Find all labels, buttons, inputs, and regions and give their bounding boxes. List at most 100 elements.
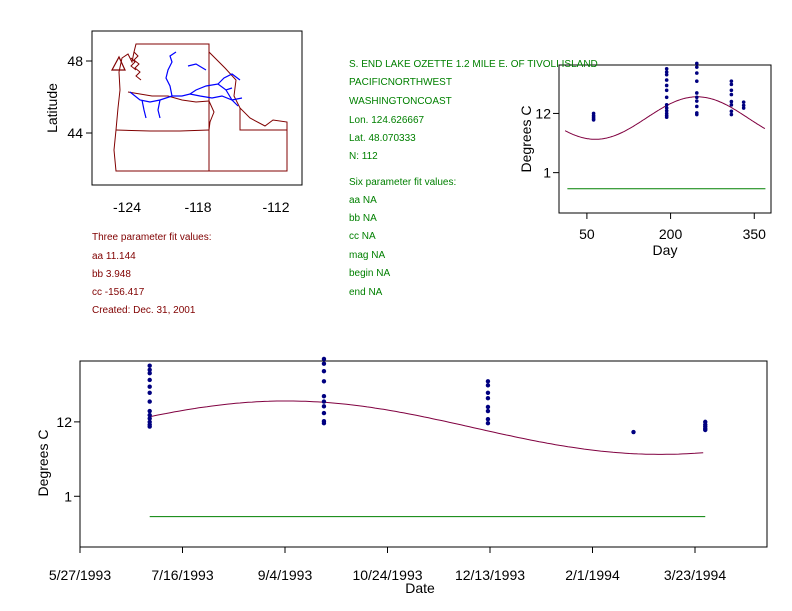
- three-param-title: Three parameter fit values:: [92, 232, 212, 243]
- day-plot: 50 200 350 1 12 Degrees C Day: [518, 61, 772, 258]
- created-date: Created: Dec. 31, 2001: [92, 305, 196, 316]
- date-data-point: [485, 390, 491, 395]
- date-data-point: [631, 429, 636, 435]
- day-x-tick-label: 50: [579, 226, 595, 242]
- date-data-point: [321, 361, 327, 366]
- day-data-point: [729, 79, 734, 83]
- day-data-point: [664, 88, 669, 93]
- day-data-point: [695, 91, 699, 95]
- date-x-tick-label: 9/4/1993: [258, 567, 313, 583]
- date-x-label: Date: [405, 580, 435, 596]
- date-data-point: [147, 370, 152, 376]
- day-data-point: [741, 106, 746, 110]
- day-data-point: [664, 106, 669, 110]
- map-lat-tick-48: 48: [67, 53, 83, 69]
- day-x-tick-label: 200: [659, 226, 683, 242]
- day-data-point: [695, 79, 699, 83]
- six-param-mag: mag NA: [349, 250, 386, 261]
- day-data-point: [695, 95, 699, 100]
- station-lon: Lon. 124.626667: [349, 115, 425, 126]
- day-plot-frame: [558, 64, 772, 214]
- day-data-point: [695, 111, 699, 115]
- columbia-river: [129, 91, 243, 103]
- date-x-tick-label: 5/27/1993: [49, 567, 111, 583]
- day-data-point: [741, 100, 746, 104]
- date-data-point: [485, 408, 491, 414]
- day-data-point: [695, 71, 699, 75]
- day-data-point: [729, 88, 734, 93]
- map-frame: [91, 30, 303, 186]
- day-data-point: [664, 108, 669, 113]
- columbia-upper: [165, 51, 177, 97]
- date-plot-frame: [79, 360, 768, 548]
- three-param-aa: aa 11.144: [92, 251, 136, 262]
- date-x-tick-label: 10/24/1993: [352, 567, 422, 583]
- map-lat-tick-44: 44: [67, 125, 83, 141]
- six-param-cc: cc NA: [349, 231, 376, 242]
- day-data-point: [729, 82, 734, 87]
- three-param-bb: bb 3.948: [92, 269, 131, 280]
- wa-or-border: [127, 91, 210, 103]
- map-panel: Latitude 48 44 -124 -118 -112: [44, 30, 303, 215]
- station-subregion: WASHINGTONCOAST: [349, 96, 452, 107]
- willamette-river: [141, 99, 147, 119]
- deschutes-river: [157, 99, 161, 119]
- day-data-point: [695, 61, 699, 66]
- six-param-aa: aa NA: [349, 195, 377, 206]
- date-data-point: [147, 399, 152, 404]
- station-lat: Lat. 48.070333: [349, 133, 416, 144]
- date-data-point: [321, 418, 327, 424]
- date-data-point: [147, 367, 152, 372]
- three-param-cc: cc -156.417: [92, 287, 145, 298]
- date-data-point: [485, 404, 491, 410]
- map-boundaries: [113, 43, 288, 172]
- map-lon-tick-112: -112: [263, 199, 290, 215]
- date-data-point: [147, 377, 152, 383]
- date-data-point: [321, 399, 327, 404]
- salmon-river: [225, 89, 239, 107]
- map-y-label: Latitude: [44, 83, 60, 133]
- day-data-point: [664, 66, 669, 71]
- date-x-tick-label: 3/23/1994: [664, 567, 726, 583]
- station-n: N: 112: [349, 151, 378, 162]
- date-data-point: [147, 363, 152, 368]
- date-data-point: [321, 379, 327, 384]
- six-param-end: end NA: [349, 287, 383, 298]
- day-fit-curve: [564, 96, 766, 140]
- date-data-point: [147, 419, 152, 425]
- date-y-tick-label: 12: [56, 414, 72, 430]
- date-y-label: Degrees C: [35, 430, 51, 497]
- day-data-point: [695, 65, 699, 69]
- map-lon-tick-118: -118: [185, 199, 212, 215]
- day-data-point: [729, 92, 734, 97]
- date-data-point: [703, 419, 708, 425]
- puget-sound: [130, 51, 142, 81]
- date-x-tick-label: 12/13/1993: [455, 567, 525, 583]
- date-data-point: [485, 379, 491, 384]
- date-x-tick-label: 2/1/1994: [565, 567, 620, 583]
- date-data-point: [321, 404, 327, 409]
- day-data-point: [729, 99, 734, 104]
- date-data-point: [321, 368, 327, 374]
- day-plot-marks: 50 200 350 1 12: [535, 61, 766, 242]
- day-y-label: Degrees C: [518, 106, 534, 173]
- day-data-point: [664, 72, 669, 77]
- station-region: PACIFICNORTHWEST: [349, 77, 452, 88]
- date-data-point: [321, 410, 327, 416]
- map-rivers: [129, 51, 243, 119]
- date-data-point: [147, 416, 152, 421]
- day-y-tick-label: 12: [535, 105, 551, 121]
- day-data-point: [664, 78, 669, 82]
- day-x-label: Day: [653, 242, 678, 258]
- day-data-point: [741, 103, 746, 108]
- wy-border: [239, 108, 287, 131]
- day-data-point: [729, 109, 734, 114]
- day-data-point: [664, 111, 669, 116]
- day-y-tick-label: 1: [543, 165, 551, 181]
- date-data-point: [147, 408, 152, 414]
- date-x-tick-label: 7/16/1993: [151, 567, 213, 583]
- date-plot-marks: 5/27/1993 7/16/1993 9/4/1993 10/24/1993 12/1…: [49, 356, 726, 583]
- day-data-point: [591, 111, 596, 116]
- date-data-point: [321, 356, 327, 362]
